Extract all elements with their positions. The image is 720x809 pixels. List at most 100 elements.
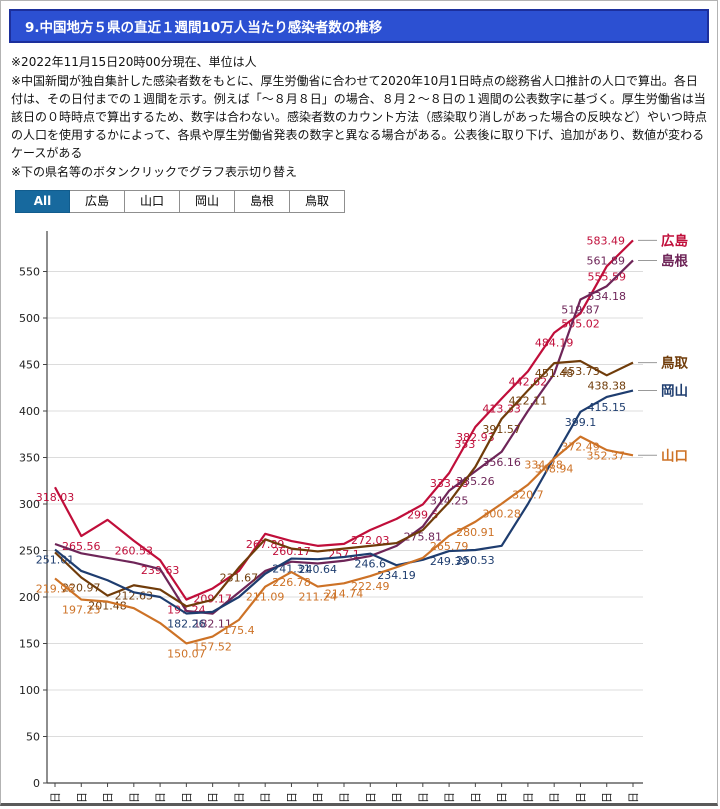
y-tick-label-0: 0 (33, 777, 40, 790)
point-label-岡山-10: 240.64 (298, 563, 337, 576)
x-tick-label-4: ～10月9日 (154, 792, 167, 806)
point-label-岡山-13: 234.19 (377, 569, 416, 582)
y-tick-label-400: 400 (19, 405, 40, 418)
series-line-広島 (54, 239, 634, 601)
filter-button-岡山[interactable]: 岡山 (180, 190, 235, 213)
filter-button-広島[interactable]: 広島 (70, 190, 125, 213)
point-label-山口-7: 175.4 (223, 624, 255, 637)
point-label-広島-20: 505.02 (561, 317, 600, 330)
point-label-広島-18: 442.62 (509, 375, 548, 388)
legend-label-広島: 広島 (661, 232, 689, 249)
x-tick-label-11: ～10月23日 (338, 792, 351, 806)
point-label-鳥取-18: 422.11 (509, 394, 548, 407)
point-label-岡山-16: 250.53 (456, 554, 495, 567)
filter-button-鳥取[interactable]: 鳥取 (290, 190, 345, 213)
y-tick-label-500: 500 (19, 312, 40, 325)
chart-area: 0 50 100 150 200 250 300 350 400 450 500 550 ～10月1日 ～… (3, 217, 717, 806)
point-label-岡山-9: 241.31 (272, 563, 311, 576)
filter-button-山口[interactable]: 山口 (125, 190, 180, 213)
extra-point-label-0: 353 (454, 438, 475, 451)
note-line-1: ※2022年11月15日20時00分現在、単位は人 (11, 55, 257, 69)
page-title: 9.中国地方５県の直近１週間10万人当たり感染者数の推移 (9, 9, 709, 43)
point-label-島根-20: 519.87 (561, 304, 600, 317)
x-tick-label-0: ～10月1日 (49, 792, 62, 806)
point-label-岡山-12: 246.6 (355, 558, 387, 571)
x-tick-label-8: ～10月17日 (259, 792, 272, 806)
x-tick-label-3: ～10月7日 (128, 792, 141, 806)
point-label-広島-22: 583.49 (587, 234, 626, 247)
point-label-鳥取-19: 451.48 (535, 367, 574, 380)
point-label-島根-21: 534.18 (587, 290, 626, 303)
point-label-山口-10: 211.24 (298, 591, 337, 604)
point-label-岡山-15: 249.39 (430, 555, 469, 568)
x-tick-label-12: ～10月25日 (364, 792, 377, 806)
point-label-広島-8: 267.89 (246, 538, 285, 551)
point-label-鳥取-2: 201.48 (88, 600, 127, 613)
point-label-島根-17: 356.16 (482, 456, 521, 469)
point-label-岡山-20: 399.1 (565, 416, 597, 429)
point-label-岡山-5: 182.26 (167, 617, 206, 630)
x-tick-label-6: ～10月13日 (207, 792, 220, 806)
x-tick-label-5: ～10月11日 (180, 792, 193, 806)
point-label-広島-0: 318.03 (36, 491, 75, 504)
point-label-山口-8: 211.09 (246, 591, 285, 604)
y-tick-label-250: 250 (19, 545, 40, 558)
infection-rate-line-chart: 0 50 100 150 200 250 300 350 400 450 500 550 ～10月1日 ～… (19, 231, 689, 806)
legend-label-山口: 山口 (661, 448, 688, 464)
series-line-岡山 (54, 389, 634, 615)
point-label-広島-17: 413.33 (482, 403, 521, 416)
point-label-山口-11: 214.74 (325, 587, 364, 600)
y-tick-label-100: 100 (19, 684, 40, 697)
point-label-広島-21: 555.59 (587, 270, 626, 283)
x-tick-label-17: ～11月4日 (496, 792, 509, 806)
point-label-広島-15: 333.18 (430, 477, 469, 490)
x-tick-label-7: ～10月15日 (233, 792, 246, 806)
point-label-山口-17: 300.28 (482, 508, 521, 521)
series-line-山口 (54, 435, 634, 645)
x-tick-label-15: ～10月31日 (443, 792, 456, 806)
note-line-2: ※中国新聞が独自集計した感染者数をもとに、厚生労働省に合わせて2020年10月1… (11, 74, 708, 160)
point-label-山口-18: 320.7 (512, 489, 544, 502)
filter-button-島根[interactable]: 島根 (235, 190, 290, 213)
point-label-山口-1: 197.23 (62, 604, 101, 617)
y-tick-label-300: 300 (19, 498, 40, 511)
legend-label-鳥取: 鳥取 (661, 355, 689, 372)
point-label-広島-1: 265.56 (62, 540, 101, 553)
y-tick-label-50: 50 (26, 731, 40, 744)
series-line-島根 (54, 259, 634, 615)
y-tick-label-350: 350 (19, 452, 40, 465)
point-label-広島-14: 299.5 (407, 508, 439, 521)
x-tick-label-2: ～10月5日 (102, 792, 115, 806)
x-tick-label-20: ～11月10日 (574, 792, 587, 806)
legend-label-岡山: 岡山 (661, 384, 688, 400)
x-tick-label-14: ～10月29日 (417, 792, 430, 806)
point-label-広島-16: 382.93 (456, 431, 495, 444)
x-tick-label-18: ～11月6日 (522, 792, 535, 806)
x-tick-label-9: ～10月19日 (285, 792, 298, 806)
note-line-3: ※下の県名等のボタンクリックでグラフ表示切り替え (11, 165, 298, 179)
y-tick-label-200: 200 (19, 591, 40, 604)
point-label-山口-9: 226.78 (272, 576, 311, 589)
point-label-山口-16: 280.91 (456, 526, 495, 539)
filter-button-All[interactable]: All (15, 190, 70, 213)
x-tick-label-10: ～10月21日 (312, 792, 325, 806)
x-tick-label-22: ～11月14日 (627, 792, 640, 806)
point-label-広島-9: 260.17 (272, 545, 311, 558)
x-tick-label-21: ～11月12日 (601, 792, 614, 806)
point-label-山口-15: 265.79 (430, 540, 469, 553)
notes: ※2022年11月15日20時00分現在、単位は人 ※中国新聞が独自集計した感染者… (11, 53, 707, 181)
point-label-岡山-0: 251.01 (36, 554, 75, 567)
x-tick-label-1: ～10月3日 (75, 792, 88, 806)
point-label-広島-3: 260.53 (115, 545, 154, 558)
point-label-鳥取-7: 231.67 (220, 572, 259, 585)
point-label-山口-12: 222.49 (351, 580, 390, 593)
point-label-鳥取-17: 391.57 (482, 423, 521, 436)
prefecture-filter-buttons: All 広島 山口 岡山 島根 鳥取 (15, 190, 717, 213)
point-label-鳥取-3: 212.63 (115, 589, 154, 602)
x-tick-label-19: ～11月8日 (548, 792, 561, 806)
y-tick-label-550: 550 (19, 266, 40, 279)
point-label-島根-22: 561.89 (587, 254, 626, 267)
point-label-山口-22: 352.37 (587, 449, 626, 462)
point-label-山口-0: 219.96 (36, 582, 75, 595)
